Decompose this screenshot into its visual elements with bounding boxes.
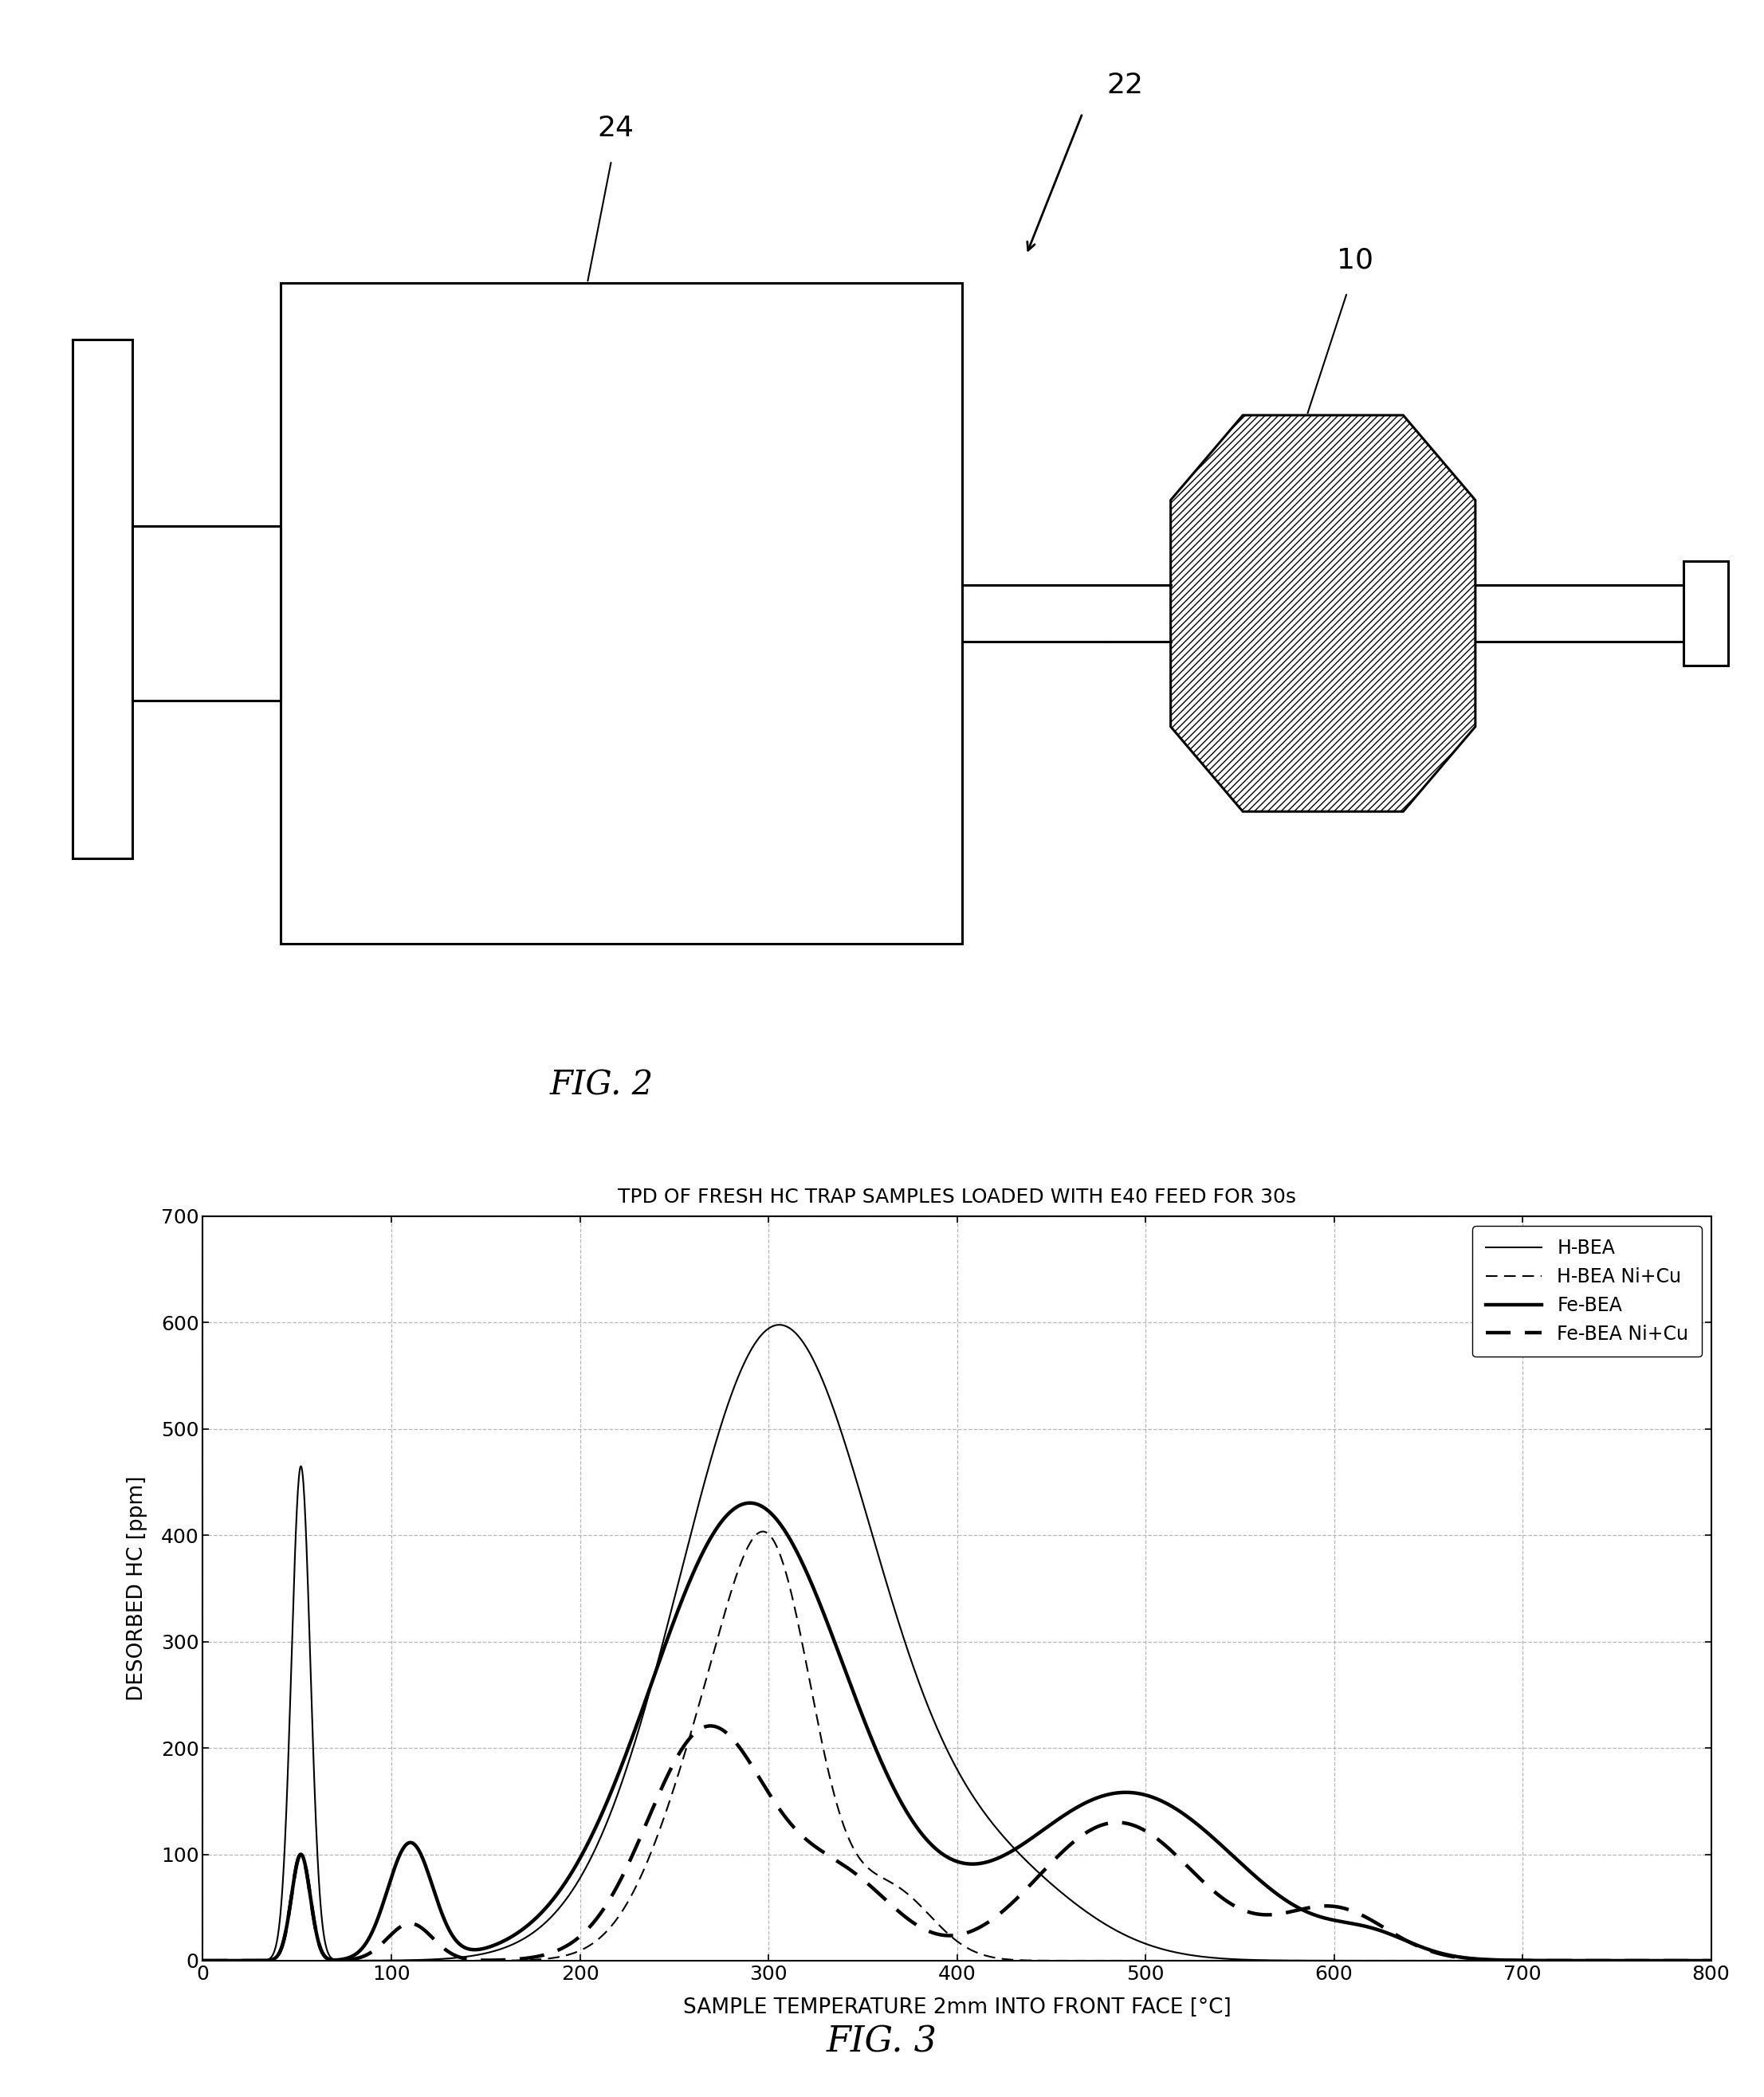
Bar	[280, 283, 961, 944]
Text: 22: 22	[1106, 71, 1143, 99]
Bar	[1685, 562, 1729, 665]
Text: FIG. 3: FIG. 3	[827, 2026, 937, 2059]
Text: FIG. 2: FIG. 2	[550, 1069, 653, 1101]
Bar	[132, 526, 280, 700]
Polygon shape	[1171, 415, 1475, 812]
Y-axis label: DESORBED HC [ppm]: DESORBED HC [ppm]	[127, 1476, 148, 1701]
Text: 10: 10	[1337, 247, 1374, 275]
Bar	[72, 340, 132, 860]
Title: TPD OF FRESH HC TRAP SAMPLES LOADED WITH E40 FEED FOR 30s: TPD OF FRESH HC TRAP SAMPLES LOADED WITH…	[617, 1187, 1297, 1208]
X-axis label: SAMPLE TEMPERATURE 2mm INTO FRONT FACE [°C]: SAMPLE TEMPERATURE 2mm INTO FRONT FACE […	[683, 1996, 1231, 2017]
Text: 24: 24	[596, 115, 633, 140]
Legend: H-BEA, H-BEA Ni+Cu, Fe-BEA, Fe-BEA Ni+Cu: H-BEA, H-BEA Ni+Cu, Fe-BEA, Fe-BEA Ni+Cu	[1473, 1225, 1702, 1357]
